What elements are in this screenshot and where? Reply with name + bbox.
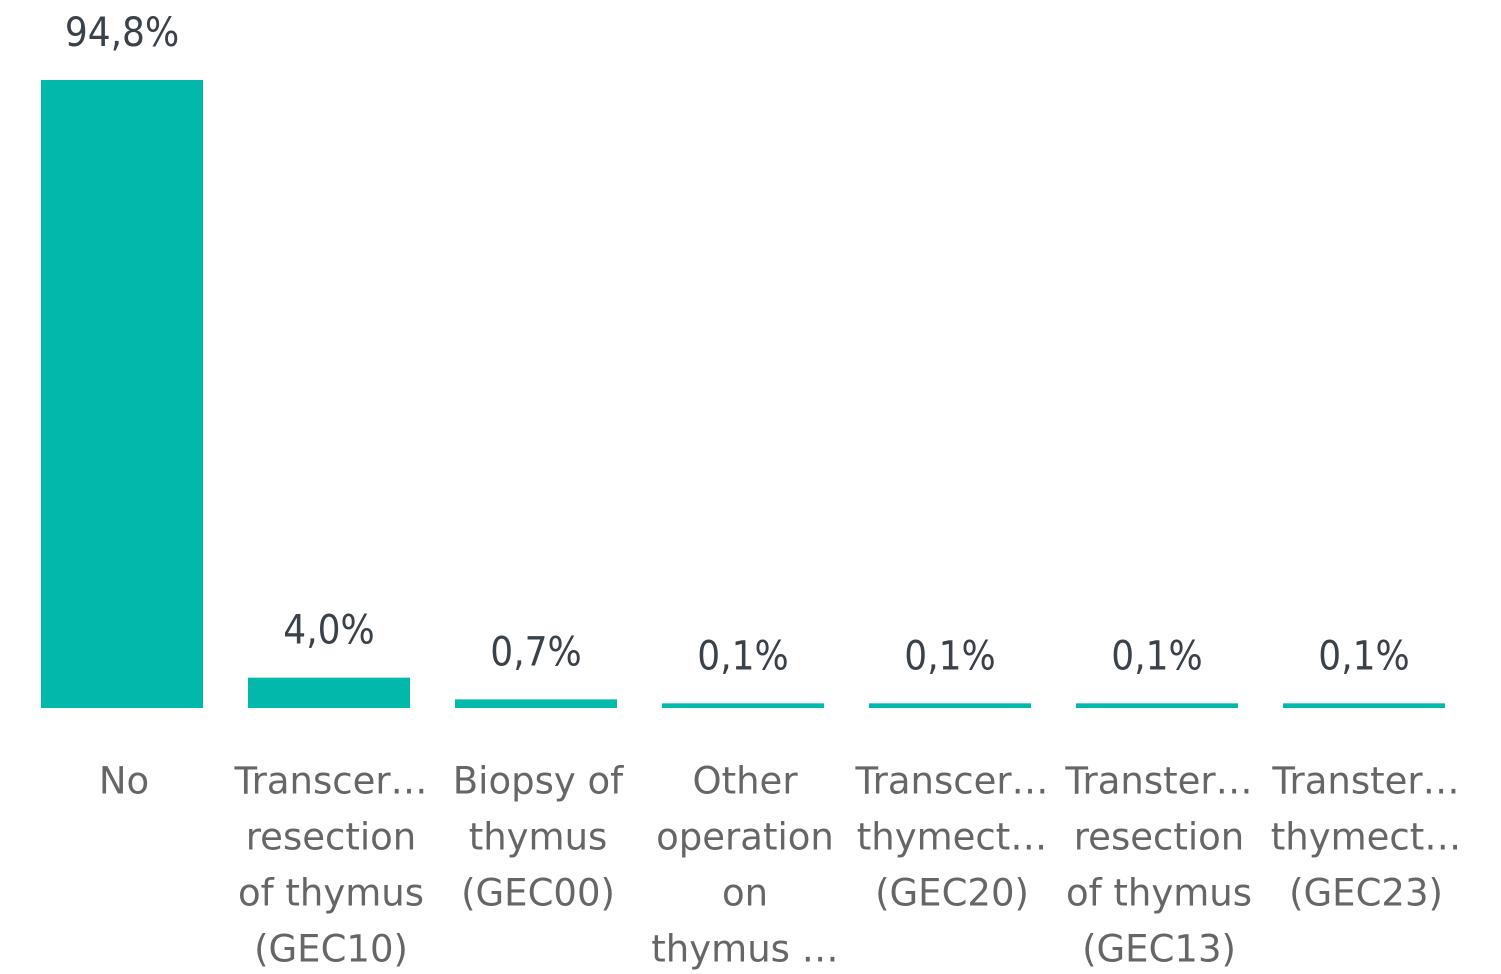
data-label: 4,0%	[283, 608, 374, 654]
x-tick-label: (GEC13)	[1082, 928, 1236, 971]
bar	[869, 703, 1031, 709]
bar	[455, 699, 617, 708]
bar	[41, 80, 203, 708]
bar	[1283, 703, 1445, 709]
x-tick-label: operation	[656, 816, 834, 859]
x-tick-label: of thymus	[238, 872, 424, 915]
data-label: 94,8%	[65, 10, 179, 56]
data-label: 0,7%	[490, 629, 581, 675]
x-tick-label: (GEC20)	[875, 872, 1029, 915]
x-tick-label: Biopsy of	[453, 760, 624, 803]
x-tick-label: resection	[1074, 816, 1244, 859]
bar	[1076, 703, 1238, 709]
x-tick-label: thymect…	[1271, 816, 1462, 859]
x-tick-label: thymect…	[857, 816, 1048, 859]
x-tick-label: (GEC23)	[1289, 872, 1443, 915]
data-label: 0,1%	[697, 633, 788, 679]
x-tick-label: of thymus	[1066, 872, 1252, 915]
bar	[248, 677, 410, 709]
x-tick-label: Transter…	[1271, 760, 1459, 803]
x-tick-label: Transcer…	[233, 760, 427, 803]
x-tick-label: No	[99, 760, 149, 803]
data-label: 0,1%	[1111, 633, 1202, 679]
data-label: 0,1%	[904, 633, 995, 679]
bar	[662, 703, 824, 709]
x-tick-label: Transcer…	[854, 760, 1048, 803]
data-label: 0,1%	[1318, 633, 1409, 679]
x-tick-label: thymus …	[651, 928, 838, 971]
x-tick-label: Other	[692, 760, 798, 803]
x-tick-label: thymus	[469, 816, 608, 859]
x-tick-label: resection	[246, 816, 416, 859]
x-tick-label: on	[722, 872, 768, 915]
x-tick-label: Transter…	[1064, 760, 1252, 803]
x-tick-label: (GEC10)	[254, 928, 408, 971]
x-tick-label: (GEC00)	[461, 872, 615, 915]
